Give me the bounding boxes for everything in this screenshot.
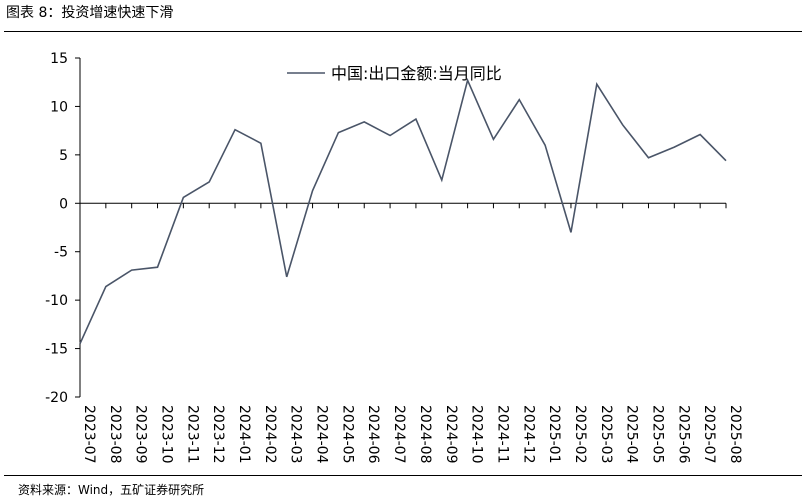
series-point — [156, 266, 158, 268]
x-tick-label: 2025-02 — [572, 405, 588, 464]
x-tick-label: 2024-06 — [365, 405, 381, 464]
x-tick-label: 2024-03 — [288, 405, 304, 464]
top-rule — [4, 31, 802, 32]
x-tick-label: 2024-08 — [417, 405, 433, 464]
x-tick-label: 2023-08 — [107, 405, 123, 464]
series-point — [234, 128, 236, 130]
series-point — [208, 181, 210, 183]
legend-label: 中国:出口金额:当月同比 — [331, 64, 502, 83]
x-tick-label: 2023-07 — [81, 405, 97, 464]
x-axis: 2023-07 2023-08 2023-09 2023-10 2023-11 2023-… — [79, 202, 743, 464]
series-point — [415, 118, 417, 120]
y-tick-label: -5 — [54, 245, 68, 261]
series-point — [79, 343, 81, 345]
x-tick-label: 2024-09 — [443, 405, 459, 464]
series-line — [79, 77, 727, 345]
series-point — [389, 134, 391, 136]
x-tick-label: 2025-07 — [701, 405, 717, 464]
x-tick-label: 2025-01 — [546, 405, 562, 464]
series-point — [130, 269, 132, 271]
x-tick-label: 2023-11 — [184, 405, 200, 464]
x-tick-label: 2024-01 — [236, 405, 252, 464]
y-tick-label: 5 — [59, 148, 68, 164]
y-tick-label: 15 — [50, 51, 68, 67]
series-layer — [79, 77, 727, 345]
series-point — [182, 196, 184, 198]
series-point — [725, 159, 727, 161]
series-point — [699, 133, 701, 135]
x-tick-label: 2025-08 — [727, 405, 743, 464]
series-point — [337, 131, 339, 133]
x-tick-label: 2024-04 — [314, 405, 330, 464]
x-tick-label: 2024-11 — [494, 405, 510, 464]
series-point — [596, 83, 598, 85]
x-tick-label: 2025-04 — [624, 405, 640, 464]
y-tick-label: -15 — [45, 342, 68, 358]
bottom-rule — [4, 475, 802, 476]
series-point — [544, 144, 546, 146]
y-tick-label: 0 — [59, 196, 68, 212]
x-tick-label: 2024-07 — [391, 405, 407, 464]
x-tick-label: 2025-05 — [649, 405, 665, 464]
x-tick-label: 2023-09 — [133, 405, 149, 464]
series-point — [311, 189, 313, 191]
x-tick-label: 2024-12 — [520, 405, 536, 464]
x-tick-label: 2025-06 — [675, 405, 691, 464]
series-point — [621, 124, 623, 126]
series-point — [260, 142, 262, 144]
x-tick-label: 2023-12 — [210, 405, 226, 464]
y-tick-label: -20 — [45, 390, 68, 406]
y-axis: 15 10 5 0 -5 -10 -15 -20 — [45, 51, 81, 406]
x-tick-label: 2023-10 — [159, 405, 175, 464]
series-point — [518, 98, 520, 100]
series-point — [570, 231, 572, 233]
series-point — [492, 138, 494, 140]
series-point — [441, 179, 443, 181]
x-tick-label: 2024-02 — [262, 405, 278, 464]
series-point — [286, 276, 288, 278]
figure-title: 图表 8：投资增速快速下滑 — [6, 5, 174, 21]
series-point — [673, 146, 675, 148]
series-point — [105, 285, 107, 287]
x-tick-label: 2024-10 — [469, 405, 485, 464]
y-tick-label: -10 — [45, 293, 68, 309]
x-tick-label: 2025-03 — [598, 405, 614, 464]
legend: 中国:出口金额:当月同比 — [287, 64, 502, 83]
y-tick-label: 10 — [50, 99, 68, 115]
source-note: 资料来源：Wind，五矿证券研究所 — [18, 483, 205, 497]
series-point — [647, 157, 649, 159]
series-point — [363, 121, 365, 123]
x-tick-label: 2024-05 — [339, 405, 355, 464]
